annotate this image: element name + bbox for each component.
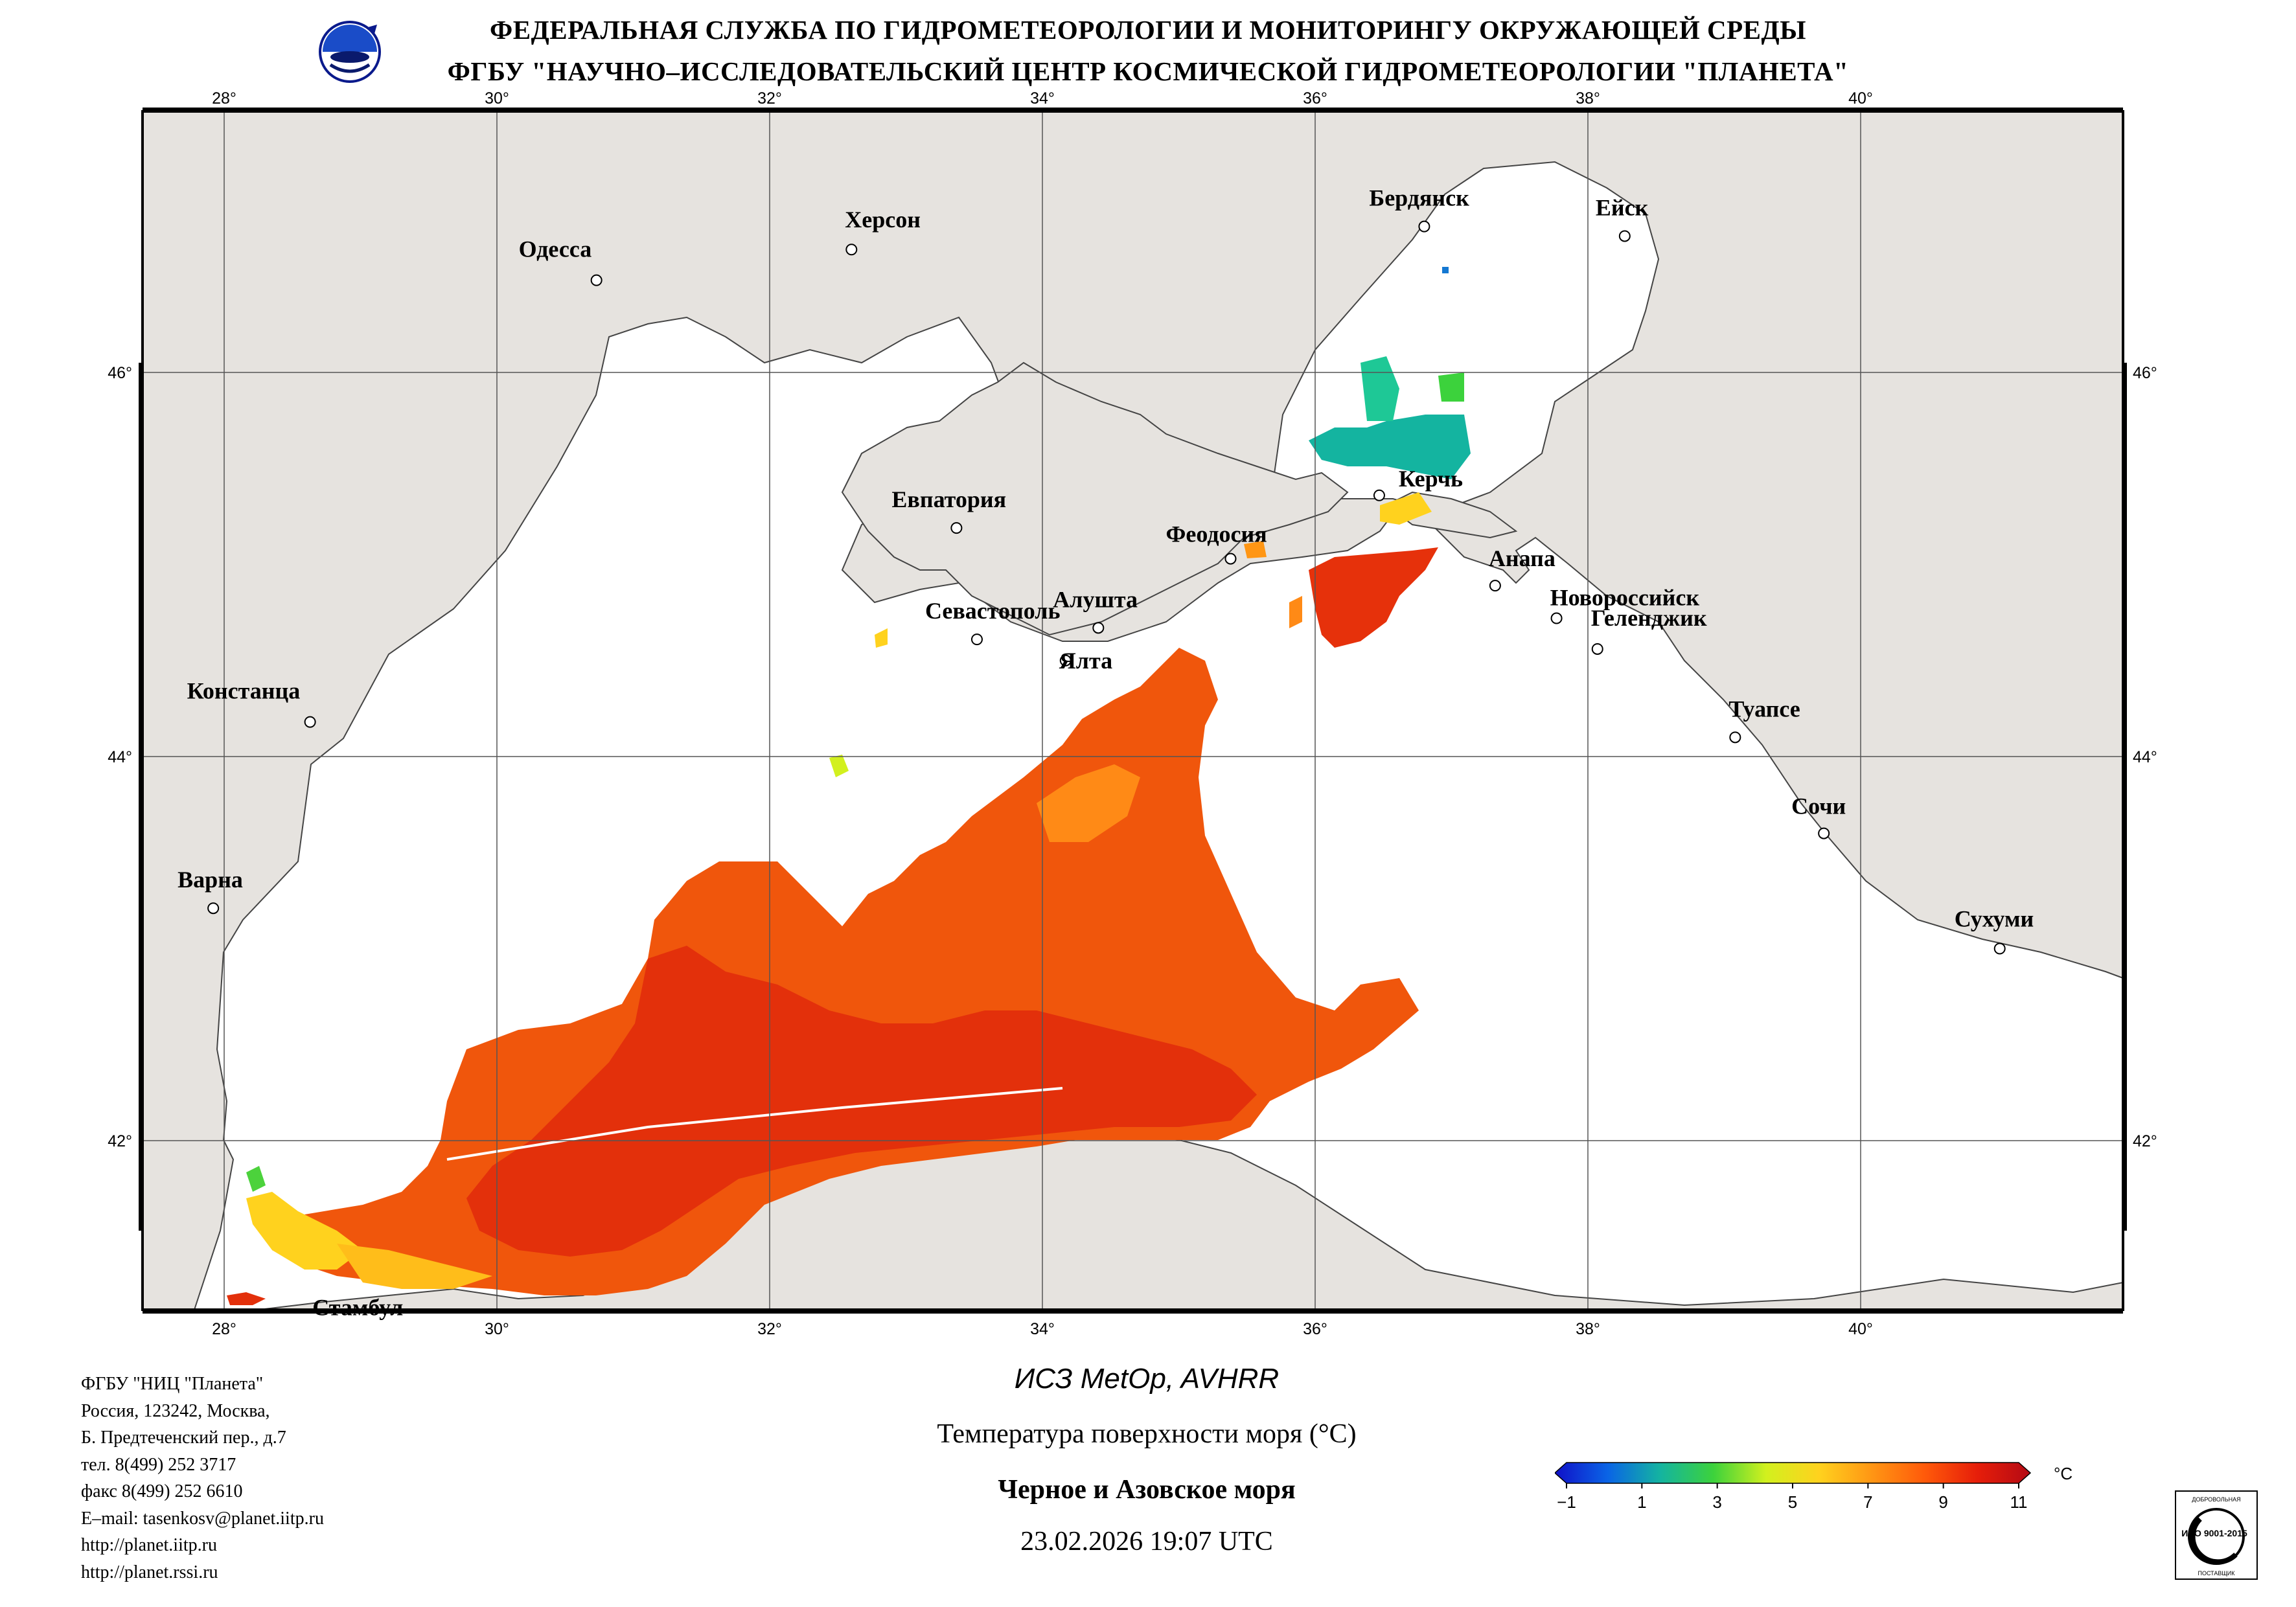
caption-datetime: 23.02.2026 19:07 UTC <box>1020 1527 1273 1556</box>
lon-tick-label-top: 40° <box>1848 89 1873 108</box>
color-legend: −1 1 3 5 7 9 11 °C <box>1555 1462 2072 1512</box>
legend-ticks: −1 1 3 5 7 9 11 <box>1557 1483 2028 1512</box>
city-label: Туапсе <box>1728 696 1800 722</box>
contact-line-url-2[interactable]: http://planet.rssi.ru <box>81 1562 218 1582</box>
city-marker <box>970 633 983 646</box>
contact-line-country: Россия, 123242, Москва, <box>81 1400 270 1421</box>
iso-9001-2015-badge-icon: ДОБРОВОЛЬНАЯ ПОСТАВЩИК ИСО 9001-2015 <box>2175 1490 2258 1580</box>
lon-tick-label-top: 38° <box>1576 89 1600 108</box>
sst-field <box>227 267 1471 1305</box>
city-marker <box>1618 230 1631 242</box>
lon-tick-label-top: 28° <box>212 89 236 108</box>
legend-tick-label: 5 <box>1788 1492 1797 1512</box>
lat-tick-label-right: 42° <box>2133 1132 2157 1150</box>
city-label: Варна <box>178 867 243 893</box>
lon-tick-label-top: 32° <box>757 89 782 108</box>
city-label: Керчь <box>1399 466 1463 492</box>
city-marker <box>1373 489 1385 501</box>
sst-map: 28° 28° 30° 30° 32° 32° 34° 34° 36° 36° 38° 38° 40° 4… <box>108 89 2157 1338</box>
map-labels: 28° 28° 30° 30° 32° 32° 34° 34° 36° 36° 38° 38° 40° 4… <box>108 89 2157 1338</box>
city-marker <box>1729 731 1741 744</box>
city-label: Анапа <box>1489 545 1556 571</box>
city-marker <box>207 902 220 915</box>
city-label: Новороссийск <box>1550 585 1700 611</box>
city-marker <box>1418 220 1430 233</box>
contact-line-url-1[interactable]: http://planet.iitp.ru <box>81 1535 217 1555</box>
legend-tick-label: 7 <box>1863 1492 1872 1512</box>
scan-gap-line <box>446 1087 1063 1161</box>
city-marker <box>1059 654 1072 667</box>
lat-tick-label-left: 46° <box>108 364 132 382</box>
city-label: Бердянск <box>1369 185 1469 211</box>
contact-line-phone: тел. 8(499) 252 3717 <box>81 1454 236 1475</box>
city-marker <box>950 522 963 534</box>
contact-block: ФГБУ "НИЦ "Планета" Россия, 123242, Моск… <box>81 1371 324 1586</box>
contact-line-email[interactable]: E–mail: tasenkosv@planet.iitp.ru <box>81 1508 324 1529</box>
city-marker <box>1591 643 1603 655</box>
lat-tick-label-left: 42° <box>108 1132 132 1150</box>
city-marker <box>1993 942 2006 955</box>
header-line-2: ФГБУ "НАУЧНО–ИССЛЕДОВАТЕЛЬСКИЙ ЦЕНТР КОС… <box>447 56 1849 86</box>
lon-tick-label-bottom: 28° <box>212 1320 236 1338</box>
city-label: Севастополь <box>925 598 1061 624</box>
city-label: Сочи <box>1791 793 1846 819</box>
lat-tick-label-right: 44° <box>2133 748 2157 766</box>
caption-satellite: ИСЗ MetOp, AVHRR <box>1014 1363 1280 1395</box>
city-marker <box>1092 622 1105 634</box>
lat-tick-label-right: 46° <box>2133 364 2157 382</box>
contact-line-fax: факс 8(499) 252 6610 <box>81 1481 243 1501</box>
contact-line-org: ФГБУ "НИЦ "Планета" <box>81 1374 264 1394</box>
city-label: Алушта <box>1053 586 1138 612</box>
svg-text:ПОСТАВЩИК: ПОСТАВЩИК <box>2198 1570 2235 1577</box>
caption-product: Температура поверхности моря (°C) <box>937 1419 1357 1449</box>
lon-tick-label-bottom: 34° <box>1030 1320 1055 1338</box>
legend-tick-label: 11 <box>2010 1492 2028 1512</box>
city-label: Стамбул <box>312 1295 403 1321</box>
header-line-1: ФЕДЕРАЛЬНАЯ СЛУЖБА ПО ГИДРОМЕТЕОРОЛОГИИ … <box>490 15 1806 45</box>
city-label: Одесса <box>519 236 592 262</box>
legend-tick-label: 1 <box>1637 1492 1646 1512</box>
iso-badge-text: ИСО 9001-2015 <box>2181 1528 2247 1538</box>
city-marker <box>1489 580 1501 592</box>
legend-unit: °C <box>2054 1464 2072 1483</box>
caption-region: Черное и Азовское моря <box>998 1475 1296 1505</box>
lon-tick-label-bottom: 30° <box>485 1320 509 1338</box>
city-marker <box>590 274 603 286</box>
contact-line-street: Б. Предтеченский пер., д.7 <box>81 1428 286 1448</box>
svg-text:ДОБРОВОЛЬНАЯ: ДОБРОВОЛЬНАЯ <box>2192 1496 2240 1503</box>
legend-tick-label: 9 <box>1938 1492 1947 1512</box>
city-marker <box>1224 553 1237 565</box>
city-label: Херсон <box>845 207 921 233</box>
planeta-logo-icon <box>319 21 381 83</box>
city-label: Констанца <box>187 678 301 704</box>
city-marker <box>1818 827 1830 839</box>
city-marker <box>845 244 858 256</box>
lon-tick-label-bottom: 40° <box>1848 1320 1873 1338</box>
lon-tick-label-top: 30° <box>485 89 509 108</box>
lon-tick-label-bottom: 32° <box>757 1320 782 1338</box>
city-label: Ялта <box>1059 648 1112 674</box>
city-marker <box>304 716 316 728</box>
graticule <box>143 111 2123 1310</box>
city-label: Евпатория <box>891 486 1006 512</box>
city-markers <box>207 220 2006 1332</box>
city-label: Феодосия <box>1165 521 1267 547</box>
lon-tick-label-top: 34° <box>1030 89 1055 108</box>
city-marker <box>1550 612 1563 624</box>
city-label: Ейск <box>1596 194 1649 220</box>
lon-tick-label-top: 36° <box>1303 89 1327 108</box>
city-label: Сухуми <box>1955 906 2034 932</box>
lat-tick-label-left: 44° <box>108 748 132 766</box>
legend-tick-label: 3 <box>1712 1492 1721 1512</box>
city-label: Геленджик <box>1591 605 1707 631</box>
lon-tick-label-bottom: 38° <box>1576 1320 1600 1338</box>
city-marker <box>352 1322 363 1332</box>
legend-tick-label: −1 <box>1557 1492 1576 1512</box>
lon-tick-label-bottom: 36° <box>1303 1320 1327 1338</box>
crimea <box>841 361 1349 636</box>
legend-colorbar <box>1555 1462 2032 1484</box>
